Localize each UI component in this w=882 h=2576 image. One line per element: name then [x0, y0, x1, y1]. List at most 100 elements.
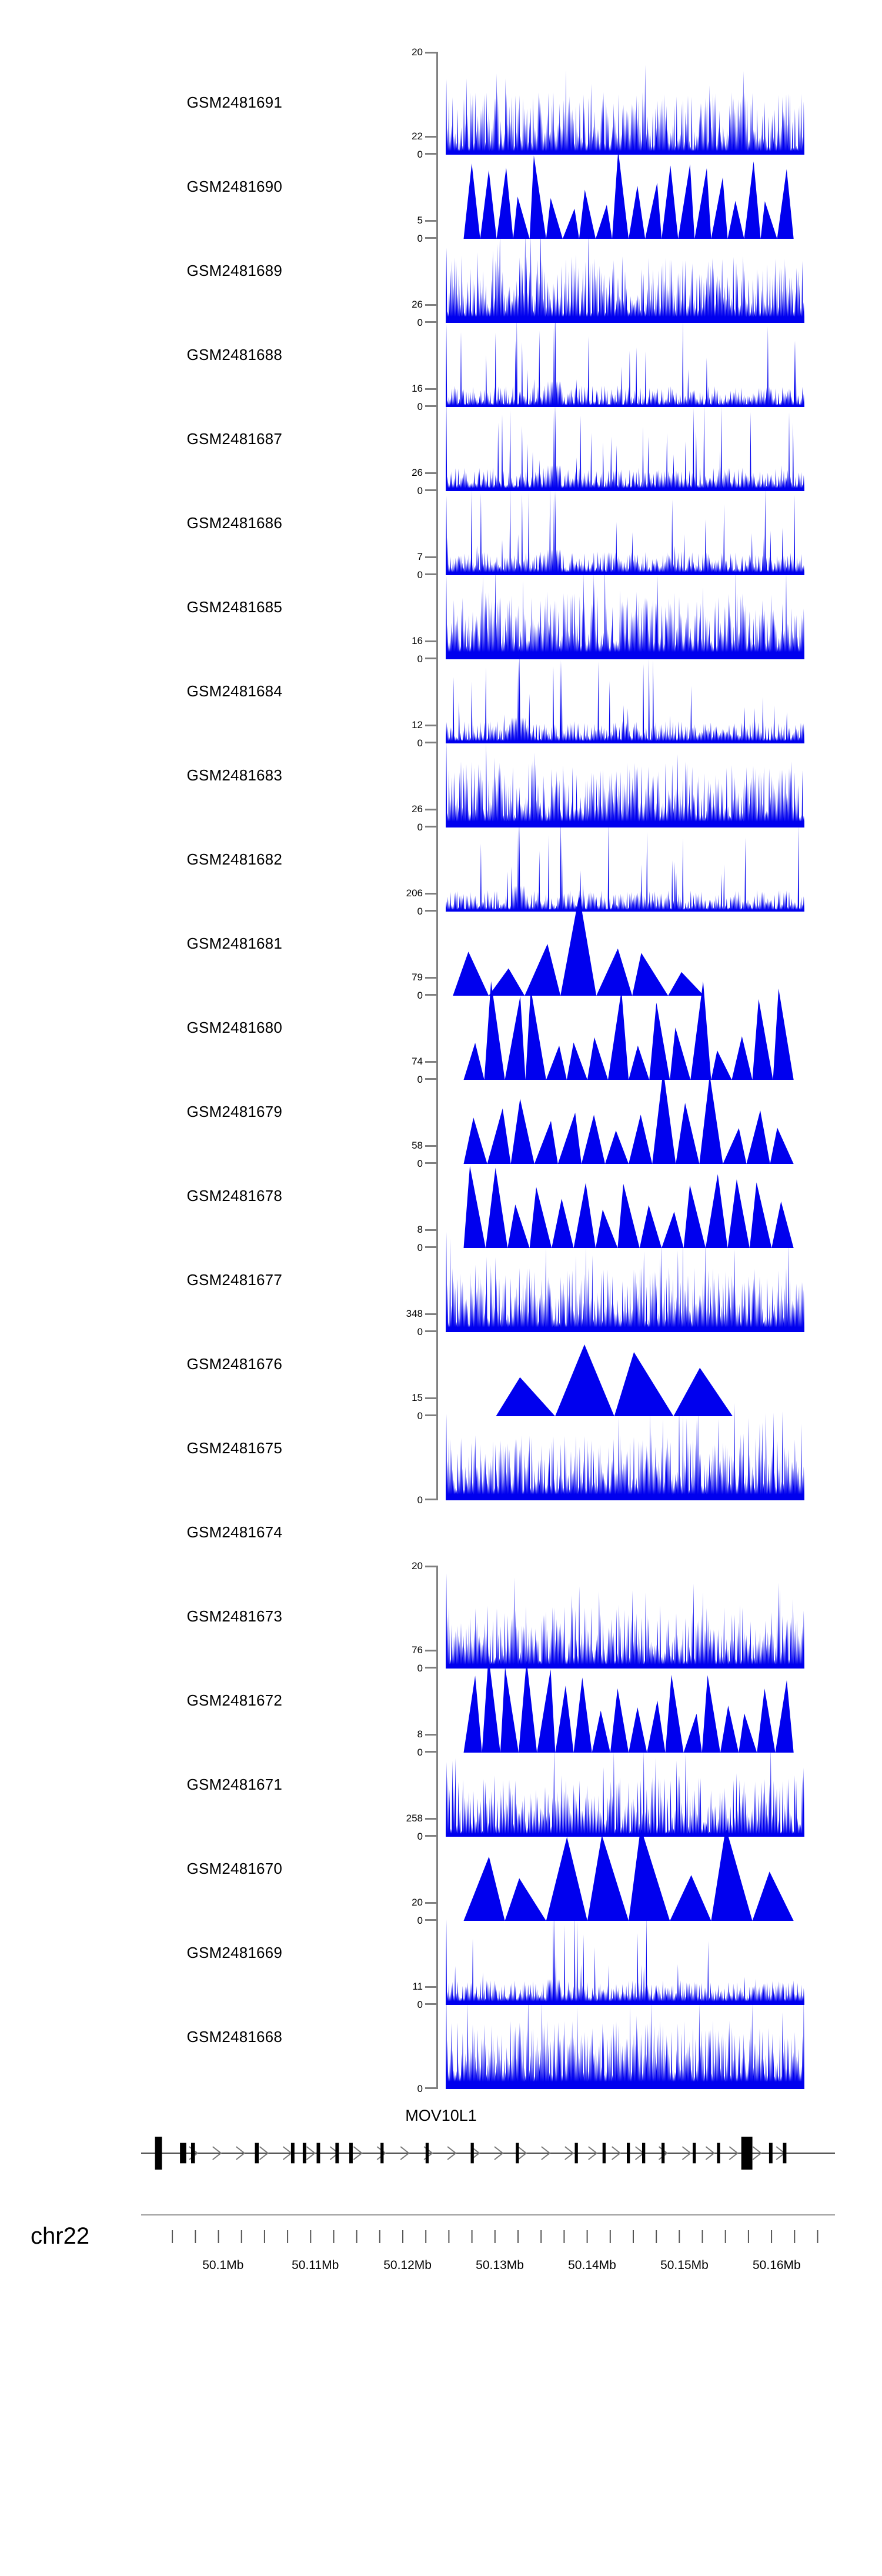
sample-track[interactable]: GSM2481669 20 0	[0, 1897, 882, 2010]
signal-plot[interactable]	[446, 556, 804, 659]
sample-track[interactable]: GSM2481671 8 0	[0, 1729, 882, 1841]
sample-track[interactable]: GSM2481686 26 0	[0, 468, 882, 580]
signal-plot[interactable]	[446, 1397, 804, 1500]
y-axis-tick-min	[425, 1919, 438, 1921]
track-label: GSM2481681	[186, 934, 282, 952]
track-label: GSM2481669	[186, 1943, 282, 1961]
track-label: GSM2481673	[186, 1607, 282, 1625]
strand-arrow-icon	[705, 2146, 716, 2160]
coordinate-axis-track[interactable]: chr22 50.1Mb 50.11Mb 50.12Mb 50.13Mb 50.14Mb 5…	[0, 2195, 882, 2313]
signal-plot[interactable]	[446, 1229, 804, 1332]
y-axis-tick-min	[425, 321, 438, 323]
sample-track[interactable]: GSM2481687 16 0	[0, 383, 882, 496]
y-axis-max-label: 15	[412, 1392, 423, 1403]
gene-exon	[627, 2143, 630, 2164]
track-label: GSM2481675	[186, 1439, 282, 1457]
gene-exon	[642, 2143, 646, 2164]
signal-plot[interactable]	[446, 1986, 804, 2089]
strand-arrow-icon	[494, 2146, 504, 2160]
sample-track[interactable]: GSM2481676 348 0	[0, 1309, 882, 1421]
y-axis-max-label: 11	[412, 1981, 423, 1992]
signal-plot[interactable]	[446, 1902, 804, 2005]
sample-track[interactable]: GSM2481685 7 0	[0, 552, 882, 664]
sample-track[interactable]: GSM2481684 16 0	[0, 636, 882, 748]
y-axis-line	[436, 977, 438, 1080]
sample-track[interactable]: GSM2481670 258 0	[0, 1813, 882, 1926]
signal-plot[interactable]	[446, 1650, 804, 1753]
signal-plot[interactable]	[446, 136, 804, 239]
signal-plot[interactable]	[446, 725, 804, 827]
sample-track[interactable]: GSM2481691 20 0	[0, 47, 882, 159]
signal-plot[interactable]	[446, 1313, 804, 1416]
signal-plot[interactable]	[446, 1145, 804, 1248]
y-axis-line	[436, 1902, 438, 2005]
sample-track[interactable]: GSM2481675 15 0	[0, 1393, 882, 1505]
track-label: GSM2481688	[186, 345, 282, 363]
y-axis-min-label: 0	[417, 1326, 423, 1337]
gene-exon	[255, 2143, 259, 2164]
y-axis-max-label: 22	[412, 131, 423, 142]
signal-plot[interactable]	[446, 977, 804, 1080]
sample-track[interactable]: GSM2481683 12 0	[0, 720, 882, 832]
track-label: GSM2481678	[186, 1186, 282, 1204]
signal-area	[446, 564, 804, 659]
sample-track[interactable]: GSM2481668 11 0	[0, 1981, 882, 2094]
strand-arrow-icon	[517, 2146, 527, 2160]
y-axis-line	[436, 136, 438, 239]
sample-track[interactable]: GSM2481680 79 0	[0, 972, 882, 1085]
y-axis-line	[436, 1061, 438, 1164]
strand-arrow-icon	[236, 2146, 246, 2160]
track-y-axis: 348 0	[385, 1309, 438, 1421]
y-axis-line	[436, 472, 438, 575]
sample-track[interactable]: GSM2481677 8 0	[0, 1224, 882, 1337]
signal-plot[interactable]	[446, 640, 804, 743]
signal-plot[interactable]	[446, 1061, 804, 1164]
track-y-axis: 20 0	[385, 1897, 438, 2010]
gene-exon	[290, 2143, 295, 2164]
y-axis-tick-min	[425, 2003, 438, 2005]
strand-arrow-icon	[353, 2146, 363, 2160]
signal-plot[interactable]	[446, 1818, 804, 1921]
sample-track[interactable]: GSM2481672 76 0	[0, 1645, 882, 1757]
signal-plot[interactable]	[446, 52, 804, 155]
sample-track[interactable]: GSM2481678 58 0	[0, 1140, 882, 1253]
y-axis-max-label: 58	[412, 1140, 423, 1151]
sample-track[interactable]: GSM2481673 20 0	[0, 1561, 882, 1673]
y-axis-line	[436, 1650, 438, 1753]
track-y-axis: 26 0	[385, 299, 438, 412]
signal-plot[interactable]	[446, 893, 804, 996]
gene-annotation-track[interactable]: MOV10L1	[0, 2107, 882, 2177]
sample-track[interactable]: GSM2481679 74 0	[0, 1056, 882, 1169]
y-axis-max-label: 258	[406, 1813, 423, 1824]
track-label: GSM2481680	[186, 1018, 282, 1036]
signal-plot[interactable]	[446, 1566, 804, 1669]
signal-area	[446, 65, 804, 155]
strand-arrow-icon	[564, 2146, 574, 2160]
y-axis-min-label: 0	[417, 1074, 423, 1085]
y-axis-tick-min	[425, 2087, 438, 2089]
sample-track[interactable]: GSM2481688 26 0	[0, 299, 882, 412]
sample-track[interactable]: GSM2481690 22 0	[0, 131, 882, 243]
y-axis-max-label: 20	[412, 46, 423, 58]
signal-plot[interactable]	[446, 220, 804, 323]
y-axis-tick-max	[425, 1145, 438, 1147]
sample-track[interactable]: GSM2481689 5 0	[0, 215, 882, 328]
track-y-axis: 26 0	[385, 804, 438, 916]
sample-track[interactable]: GSM2481682 26 0	[0, 804, 882, 916]
y-axis-min-label: 0	[417, 653, 423, 665]
signal-area	[446, 226, 804, 323]
y-axis-tick-max	[425, 1650, 438, 1651]
y-axis-min-label: 0	[417, 1831, 423, 1842]
track-label: GSM2481682	[186, 850, 282, 868]
y-axis-max-label: 20	[412, 1897, 423, 1908]
gene-exon	[191, 2143, 195, 2164]
sample-track[interactable]: GSM2481674	[0, 1481, 882, 1584]
sample-track[interactable]: GSM2481681 206 0	[0, 888, 882, 1000]
y-axis-tick-max	[425, 1986, 438, 1988]
gene-exon	[380, 2143, 384, 2164]
track-y-axis: 26 0	[385, 468, 438, 580]
gene-model-drawing[interactable]	[141, 2133, 835, 2174]
y-axis-line	[436, 640, 438, 743]
y-axis-tick-min	[425, 994, 438, 996]
